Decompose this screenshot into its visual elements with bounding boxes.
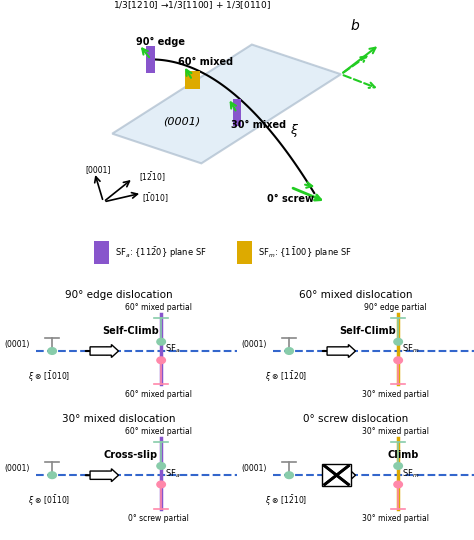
Text: [$\bar{1}$010]: [$\bar{1}$010] [142,191,169,205]
Text: 60° mixed partial: 60° mixed partial [125,390,192,399]
Text: 90° edge partial: 90° edge partial [365,303,427,312]
FancyBboxPatch shape [185,71,200,89]
Circle shape [394,463,402,469]
Text: SF$_a$: {11$\bar{2}$0} plane SF: SF$_a$: {11$\bar{2}$0} plane SF [115,245,207,260]
Text: 60° mixed partial: 60° mixed partial [125,303,192,312]
Text: 0° screw partial: 0° screw partial [128,514,189,523]
Circle shape [394,481,402,488]
Text: 1/3[1$\bar{2}$10] →1/3[1$\bar{1}$00] + 1/3[0$\bar{1}$10]: 1/3[1$\bar{2}$10] →1/3[1$\bar{1}$00] + 1… [113,0,272,12]
Text: $b$: $b$ [350,18,360,33]
Circle shape [157,357,165,363]
Text: $\xi$: $\xi$ [291,122,300,139]
Text: $\xi$ $\otimes$ [1$\bar{2}$10]: $\xi$ $\otimes$ [1$\bar{2}$10] [265,494,308,509]
Text: 30° mixed: 30° mixed [231,120,286,130]
Circle shape [157,481,165,488]
Text: (0001): (0001) [163,117,200,127]
Text: 30° mixed partial: 30° mixed partial [362,390,429,399]
Text: $\xi$ $\otimes$ [0$\bar{1}$10]: $\xi$ $\otimes$ [0$\bar{1}$10] [28,494,71,509]
Polygon shape [112,44,341,163]
FancyArrow shape [90,345,118,357]
Circle shape [285,348,293,354]
Circle shape [157,463,165,469]
FancyArrow shape [90,469,118,482]
Text: 0° screw dislocation: 0° screw dislocation [303,414,408,424]
Text: 30° mixed partial: 30° mixed partial [362,514,429,523]
Text: [1$\bar{2}$10]: [1$\bar{2}$10] [139,171,166,184]
FancyBboxPatch shape [146,46,155,73]
Text: (0001): (0001) [242,340,267,349]
Text: (0001): (0001) [5,464,30,474]
Circle shape [48,472,56,478]
Text: SF$_m$: SF$_m$ [402,467,419,480]
Circle shape [157,339,165,345]
Text: (0001): (0001) [5,340,30,349]
Text: $\xi$ $\otimes$ [1$\bar{1}$20]: $\xi$ $\otimes$ [1$\bar{1}$20] [265,369,308,384]
Text: (0001): (0001) [242,464,267,474]
Text: Climb: Climb [387,450,419,461]
Text: [0001]: [0001] [85,165,111,174]
Text: 60° mixed dislocation: 60° mixed dislocation [299,290,412,300]
Circle shape [394,357,402,363]
FancyBboxPatch shape [322,464,351,487]
FancyArrow shape [327,345,356,357]
FancyArrow shape [327,469,356,482]
Text: Cross-slip: Cross-slip [103,450,157,461]
Text: 30° mixed partial: 30° mixed partial [362,427,429,436]
Circle shape [394,339,402,345]
Text: 60° mixed: 60° mixed [178,57,233,68]
Text: SF$_m$: {1$\bar{1}$00} plane SF: SF$_m$: {1$\bar{1}$00} plane SF [258,245,352,260]
Circle shape [48,348,56,354]
Text: 60° mixed partial: 60° mixed partial [125,427,192,436]
Text: 0° screw: 0° screw [267,194,314,204]
FancyBboxPatch shape [233,99,241,126]
Text: SF$_m$: SF$_m$ [402,343,419,355]
Circle shape [285,472,293,478]
Text: Self-Climb: Self-Climb [102,326,159,336]
Text: 90° edge dislocation: 90° edge dislocation [64,290,173,300]
Text: $\xi$ $\otimes$ [$\bar{1}$010]: $\xi$ $\otimes$ [$\bar{1}$010] [28,369,71,384]
Text: SF$_a$: SF$_a$ [165,343,180,355]
Text: Self-Climb: Self-Climb [339,326,396,336]
FancyBboxPatch shape [94,241,109,264]
Text: SF$_a$: SF$_a$ [165,467,180,480]
Text: 30° mixed dislocation: 30° mixed dislocation [62,414,175,424]
Text: 90° edge: 90° edge [136,37,185,46]
FancyBboxPatch shape [237,241,252,264]
